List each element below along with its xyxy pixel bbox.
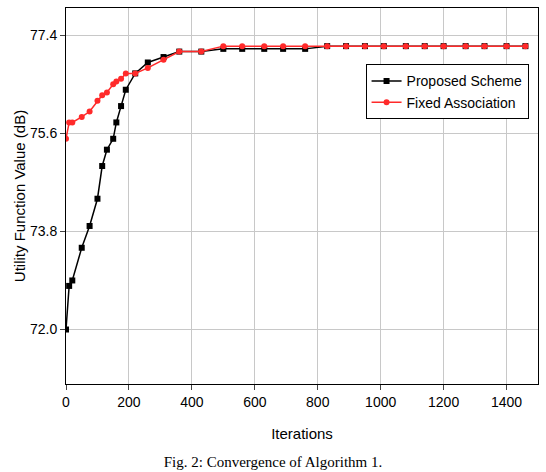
svg-text:600: 600 [243, 394, 267, 410]
svg-text:Fixed Association: Fixed Association [407, 95, 516, 111]
svg-text:1200: 1200 [428, 394, 459, 410]
svg-text:73.8: 73.8 [30, 223, 57, 239]
svg-text:Iterations: Iterations [271, 425, 333, 442]
svg-text:1000: 1000 [365, 394, 396, 410]
svg-text:0: 0 [62, 394, 70, 410]
svg-text:Fig. 2: Convergence of Algorit: Fig. 2: Convergence of Algorithm 1. [164, 454, 382, 470]
svg-text:72.0: 72.0 [30, 321, 57, 337]
svg-text:1400: 1400 [491, 394, 522, 410]
svg-text:400: 400 [180, 394, 204, 410]
svg-text:75.6: 75.6 [30, 125, 57, 141]
svg-text:77.4: 77.4 [30, 27, 57, 43]
svg-text:Proposed Scheme: Proposed Scheme [407, 73, 522, 89]
svg-text:800: 800 [306, 394, 330, 410]
svg-text:200: 200 [117, 394, 141, 410]
svg-text:Utility Function Value (dB): Utility Function Value (dB) [11, 110, 28, 282]
